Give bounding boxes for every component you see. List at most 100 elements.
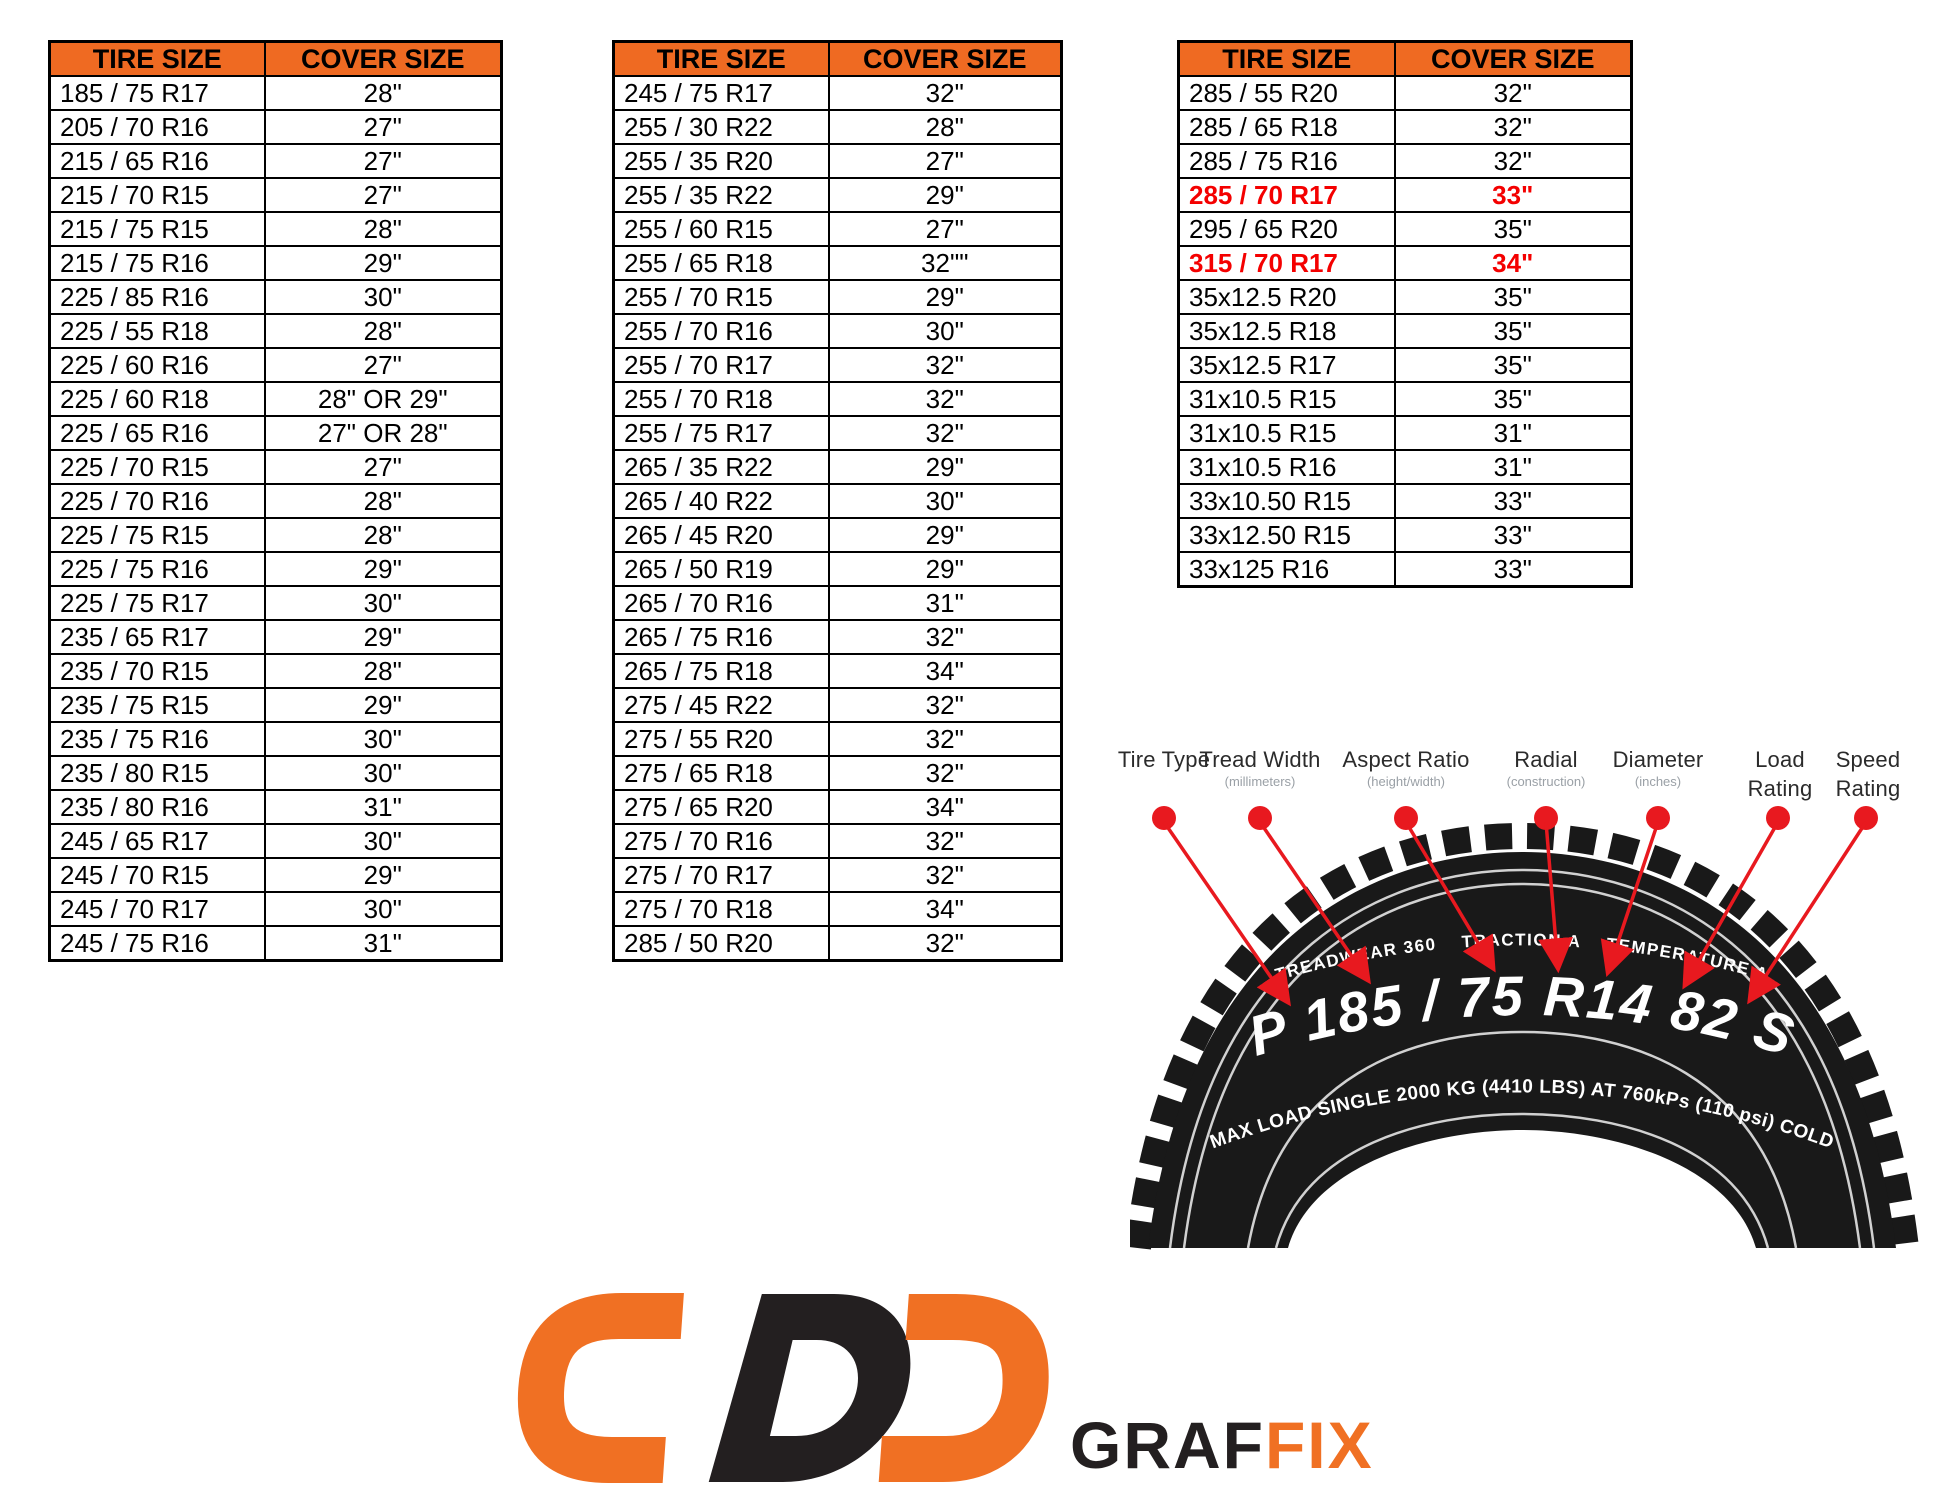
table-row: 265 / 40 R22 30" — [612, 483, 1063, 519]
cover-size-cell: 32" — [827, 857, 1063, 893]
cover-size-cell: 32" — [827, 381, 1063, 417]
tire-size-cell: 245 / 65 R17 — [48, 823, 266, 859]
table-row: 33x12.50 R15 33" — [1177, 517, 1633, 553]
cover-size-cell: 32" — [827, 75, 1063, 111]
tire-size-cell: 225 / 55 R18 — [48, 313, 266, 349]
label-title: Tire Type — [1117, 747, 1211, 772]
table-row: 255 / 35 R22 29" — [612, 177, 1063, 213]
diagram-label-diameter: Diameter (inches) — [1593, 746, 1723, 789]
tire-size-cell: 275 / 65 R18 — [612, 755, 830, 791]
tire-size-cell: 225 / 65 R16 — [48, 415, 266, 451]
cover-size-cell: 32" — [827, 823, 1063, 859]
callout-dot — [1152, 806, 1176, 830]
cover-size-cell: 31" — [827, 585, 1063, 621]
header-row: TIRE SIZE COVER SIZE — [612, 40, 1063, 77]
tire-size-cell: 225 / 75 R16 — [48, 551, 266, 587]
label-title: Tread Width — [1199, 747, 1321, 772]
cover-size-cell: 32" — [1393, 109, 1633, 145]
tire-size-cell: 255 / 35 R22 — [612, 177, 830, 213]
callout-arrow — [1538, 821, 1574, 974]
table-row: 285 / 55 R20 32" — [1177, 75, 1633, 111]
table-row: 275 / 55 R20 32" — [612, 721, 1063, 757]
cover-size-cell: 32" — [827, 687, 1063, 723]
tire-size-cell: 265 / 35 R22 — [612, 449, 830, 485]
tire-size-cell: 255 / 70 R15 — [612, 279, 830, 315]
logo-letter-d-black — [708, 1294, 911, 1482]
tire-size-cell: 255 / 70 R16 — [612, 313, 830, 349]
tire-size-cell: 225 / 70 R16 — [48, 483, 266, 519]
callout-dot — [1534, 806, 1558, 830]
table-row: 265 / 35 R22 29" — [612, 449, 1063, 485]
tire-size-cell: 285 / 50 R20 — [612, 925, 830, 962]
table-row: 275 / 45 R22 32" — [612, 687, 1063, 723]
cover-size-cell: 29" — [263, 687, 503, 723]
cover-size-cell: 29" — [827, 551, 1063, 587]
cover-size-cell: 34" — [827, 891, 1063, 927]
cover-size-cell: 31" — [263, 925, 503, 962]
cover-size-cell: 33" — [1393, 177, 1633, 213]
tire-size-cell: 285 / 70 R17 — [1177, 177, 1396, 213]
callout-arrow — [1162, 821, 1291, 1007]
cover-size-cell: 29" — [263, 857, 503, 893]
table-row: 285 / 70 R17 33" — [1177, 177, 1633, 213]
cover-size-cell: 28" — [263, 75, 503, 111]
cover-size-cell: 32" — [827, 925, 1063, 962]
label-sub: (millimeters) — [1224, 773, 1296, 789]
cover-size-cell: 30" — [827, 483, 1063, 519]
tire-size-cell: 275 / 45 R22 — [612, 687, 830, 723]
tire-size-cell: 215 / 75 R16 — [48, 245, 266, 281]
table-row: 215 / 70 R15 27" — [48, 177, 503, 213]
table-row: 185 / 75 R17 28" — [48, 75, 503, 111]
graffix-logo: GRAFFIX — [517, 1293, 1372, 1483]
table-row: 225 / 85 R16 30" — [48, 279, 503, 315]
table-row: 235 / 80 R16 31" — [48, 789, 503, 825]
tire-size-cell: 255 / 70 R17 — [612, 347, 830, 383]
tire-size-cell: 265 / 75 R18 — [612, 653, 830, 689]
cover-size-cell: 35" — [1393, 313, 1633, 349]
cover-size-cell: 27" — [263, 449, 503, 485]
cover-size-cell: 31" — [1393, 415, 1633, 451]
tire-size-cell: 235 / 80 R16 — [48, 789, 266, 825]
cover-size-cell: 35" — [1393, 279, 1633, 315]
table-row: 275 / 65 R20 34" — [612, 789, 1063, 825]
cover-size-cell: 28" — [263, 313, 503, 349]
table-row: 235 / 75 R16 30" — [48, 721, 503, 757]
label-title: Speed Rating — [1835, 747, 1901, 801]
table-row: 245 / 65 R17 30" — [48, 823, 503, 859]
cover-size-cell: 35" — [1393, 211, 1633, 247]
diagram-label-speed-rating: Speed Rating — [1821, 746, 1915, 803]
table-row: 255 / 30 R22 28" — [612, 109, 1063, 145]
tire-size-cell: 275 / 65 R20 — [612, 789, 830, 825]
cover-size-cell: 31" — [263, 789, 503, 825]
cover-size-cell: 30" — [827, 313, 1063, 349]
table-row: 265 / 50 R19 29" — [612, 551, 1063, 587]
callout-arrow — [1600, 821, 1660, 977]
cover-size-cell: 28" — [827, 109, 1063, 145]
tire-size-cell: 205 / 70 R16 — [48, 109, 266, 145]
diagram-label-aspect-ratio: Aspect Ratio (height/width) — [1326, 746, 1486, 789]
table-row: 235 / 75 R15 29" — [48, 687, 503, 723]
cover-size-cell: 27" — [263, 109, 503, 145]
tire-groove — [1246, 1030, 1798, 1249]
tire-size-cell: 255 / 60 R15 — [612, 211, 830, 247]
table-row: 275 / 70 R17 32" — [612, 857, 1063, 893]
table-row: 265 / 45 R20 29" — [612, 517, 1063, 553]
cover-size-cell: 32" — [827, 755, 1063, 791]
table-row: 215 / 75 R16 29" — [48, 245, 503, 281]
table-row: 285 / 50 R20 32" — [612, 925, 1063, 962]
table-row: 215 / 65 R16 27" — [48, 143, 503, 179]
diagram-label-load-rating: Load Rating — [1738, 746, 1822, 803]
table-row: 245 / 75 R17 32" — [612, 75, 1063, 111]
tire-size-cell: 245 / 70 R17 — [48, 891, 266, 927]
table-row: 235 / 65 R17 29" — [48, 619, 503, 655]
tire-groove — [1182, 882, 1862, 1249]
cover-size-cell: 30" — [263, 755, 503, 791]
callout-arrow — [1747, 821, 1868, 1005]
table-row: 215 / 75 R15 28" — [48, 211, 503, 247]
tire-size-cell: 33x10.50 R15 — [1177, 483, 1396, 519]
column-header-tire-size: TIRE SIZE — [1177, 40, 1396, 77]
table-row: 31x10.5 R15 31" — [1177, 415, 1633, 451]
tire-size-cell: 275 / 70 R18 — [612, 891, 830, 927]
tire-size-cell: 235 / 75 R15 — [48, 687, 266, 723]
